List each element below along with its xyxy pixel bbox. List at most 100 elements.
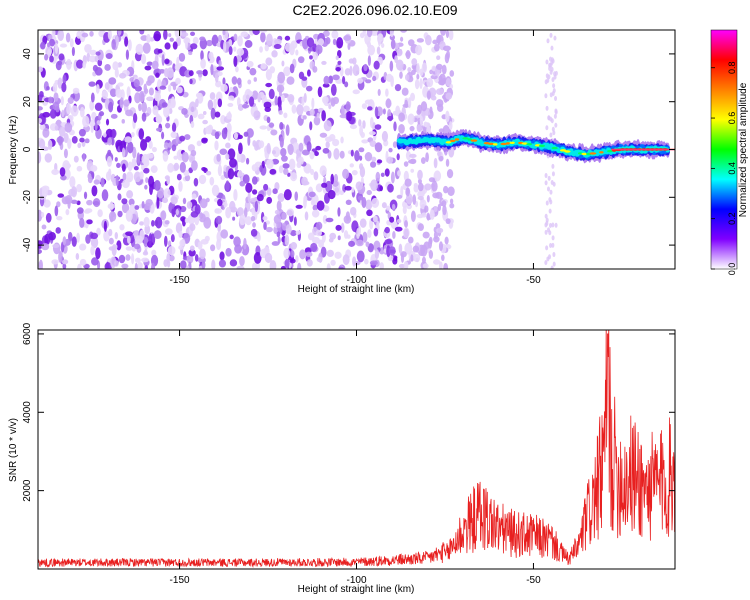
noise-blob: [225, 142, 231, 149]
noise-blob: [190, 31, 196, 36]
noise-blob: [413, 253, 421, 263]
noise-blob: [170, 196, 178, 205]
noise-blob: [554, 70, 558, 76]
noise-blob: [150, 165, 158, 174]
noise-blob: [63, 148, 68, 159]
noise-blob: [138, 128, 145, 140]
noise-blob: [144, 65, 152, 71]
noise-blob: [380, 43, 385, 48]
noise-blob: [369, 260, 378, 266]
noise-blob: [362, 120, 366, 129]
noise-blob: [71, 236, 77, 247]
noise-blob: [422, 263, 429, 269]
noise-blob: [117, 30, 122, 36]
noise-blob: [435, 88, 444, 95]
noise-blob: [225, 153, 230, 160]
noise-blob: [108, 168, 112, 178]
noise-blob: [60, 96, 64, 106]
noise-blob: [544, 173, 548, 179]
x-tick-label: -150: [170, 575, 190, 586]
noise-blob: [371, 197, 380, 209]
noise-blob: [551, 222, 555, 228]
noise-blob: [310, 200, 316, 206]
noise-blob: [117, 82, 124, 87]
noise-blob: [361, 103, 368, 109]
noise-blob: [66, 58, 72, 70]
noise-blob: [190, 121, 195, 128]
noise-blob: [430, 95, 437, 101]
noise-blob: [104, 262, 112, 269]
noise-blob: [304, 211, 309, 221]
noise-blob: [349, 206, 357, 216]
noise-blob: [407, 159, 416, 164]
noise-blob: [420, 244, 428, 257]
colorbar-label: Normalized spectral amplitude: [738, 82, 749, 217]
noise-blob: [263, 183, 269, 191]
noise-blob: [435, 191, 443, 199]
noise-blob: [409, 153, 417, 159]
noise-blob: [400, 186, 404, 198]
noise-blob: [142, 42, 151, 54]
noise-blob: [295, 49, 299, 56]
noise-blob: [259, 46, 263, 53]
noise-blob: [260, 63, 267, 70]
noise-blob: [197, 113, 205, 120]
noise-blob: [396, 194, 403, 199]
noise-blob: [86, 199, 93, 206]
noise-blob: [123, 99, 130, 107]
noise-blob: [355, 181, 363, 191]
noise-blob: [305, 85, 313, 92]
noise-blob: [236, 151, 242, 163]
noise-blob: [49, 109, 57, 119]
noise-blob: [398, 112, 405, 122]
noise-blob: [392, 231, 396, 239]
noise-blob: [269, 260, 277, 269]
noise-blob: [279, 122, 284, 130]
noise-blob: [314, 151, 319, 157]
noise-blob: [373, 227, 379, 237]
noise-blob: [328, 75, 334, 84]
snr-plot-area: [38, 330, 675, 569]
noise-blob: [364, 99, 373, 105]
noise-blob: [243, 131, 249, 137]
x-tick-label: -100: [346, 275, 366, 286]
noise-blob: [98, 111, 105, 117]
noise-blob: [404, 242, 413, 255]
noise-blob: [183, 170, 190, 177]
noise-blob: [438, 75, 443, 83]
noise-blob: [447, 186, 455, 197]
noise-blob: [165, 122, 171, 129]
noise-blob: [70, 186, 78, 198]
noise-blob: [178, 231, 183, 239]
signal-peak: [581, 152, 588, 156]
noise-blob: [395, 105, 401, 116]
noise-blob: [104, 82, 110, 90]
noise-blob: [322, 30, 330, 37]
noise-blob: [286, 208, 295, 217]
noise-blob: [205, 125, 213, 135]
noise-blob: [392, 141, 398, 149]
noise-blob: [167, 245, 176, 256]
noise-blob: [235, 66, 239, 73]
noise-blob: [549, 32, 553, 38]
noise-blob: [58, 126, 66, 137]
noise-blob: [554, 122, 558, 128]
noise-blob: [297, 56, 305, 64]
noise-blob: [119, 224, 125, 231]
snr-series-line: [38, 330, 675, 569]
noise-blob: [134, 92, 141, 104]
noise-blob: [316, 112, 320, 119]
noise-blob: [282, 163, 290, 169]
noise-blob: [302, 105, 310, 113]
noise-blob: [319, 132, 328, 138]
noise-blob: [176, 56, 180, 68]
noise-blob: [164, 58, 170, 65]
noise-blob: [280, 147, 287, 157]
noise-blob: [182, 197, 187, 205]
noise-blob: [77, 142, 82, 149]
noise-blob: [184, 134, 191, 140]
noise-blob: [73, 155, 79, 163]
noise-blob: [164, 42, 171, 50]
noise-blob: [236, 77, 242, 86]
noise-blob: [385, 205, 391, 211]
